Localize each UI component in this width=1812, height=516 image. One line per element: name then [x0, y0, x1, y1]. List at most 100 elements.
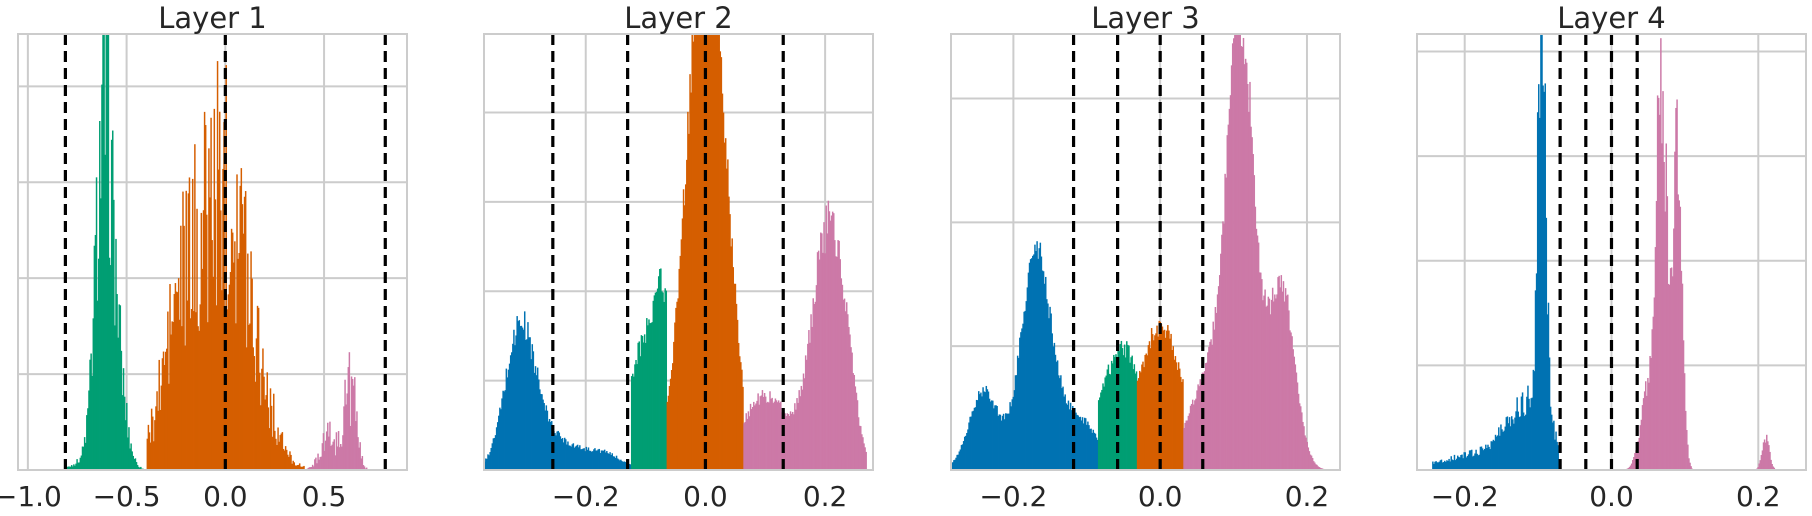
histogram-bar	[1174, 356, 1177, 470]
histogram-bar	[258, 372, 261, 470]
histogram-bar	[807, 343, 809, 470]
histogram-bar	[1458, 456, 1460, 470]
histogram-bar	[756, 400, 758, 470]
histogram-bar	[1532, 369, 1535, 470]
histogram-bar	[992, 400, 994, 470]
histogram-bar	[1647, 377, 1649, 470]
histogram-bar	[686, 159, 688, 470]
histogram-bar	[1498, 427, 1500, 470]
histogram-bar	[158, 359, 160, 470]
histogram-bar	[107, 34, 110, 470]
histogram-bar	[1045, 276, 1047, 470]
histogram-bar	[1632, 460, 1634, 470]
histogram-bar	[608, 453, 610, 470]
histogram-bar	[1760, 455, 1763, 470]
histogram-bar	[1099, 397, 1101, 470]
histogram-bar	[1011, 399, 1013, 470]
histogram-bar	[549, 421, 552, 470]
histogram-bar	[511, 352, 513, 470]
histogram-bar	[857, 417, 860, 470]
histogram-bar	[1683, 373, 1686, 470]
histogram-bar	[742, 386, 744, 470]
histogram-bar	[1170, 333, 1172, 470]
histogram-bar	[210, 117, 212, 470]
histogram-bar	[1052, 346, 1055, 470]
histogram-bar	[1270, 299, 1273, 470]
histogram-bar	[665, 290, 668, 470]
histogram-bar	[600, 450, 603, 470]
histogram-bar	[585, 446, 588, 470]
histogram-bar	[811, 326, 813, 470]
histogram-bar	[140, 466, 142, 470]
histogram-bar	[227, 294, 230, 470]
histogram-bar	[523, 311, 526, 470]
histogram-bar	[1055, 361, 1058, 470]
histogram-bar	[1150, 328, 1153, 470]
histogram-bar	[1529, 407, 1531, 470]
histogram-bar	[695, 34, 698, 470]
histogram-bar	[243, 196, 246, 471]
histogram-bar	[75, 463, 77, 470]
histogram-bar	[1003, 419, 1006, 470]
histogram-bar	[1221, 234, 1223, 470]
histogram-bar	[1467, 454, 1470, 470]
histogram-bar	[337, 431, 340, 470]
histogram-bar	[822, 252, 824, 470]
histogram-bar	[1639, 425, 1642, 470]
histogram-series	[666, 34, 744, 471]
histogram-bar	[325, 431, 328, 470]
x-tick-label: 0.0	[1589, 480, 1634, 513]
histogram-bar	[1256, 235, 1259, 470]
histogram-bar	[280, 433, 283, 470]
histogram-bar	[865, 451, 867, 470]
histogram-bar	[1522, 412, 1525, 470]
histogram-bar	[975, 399, 978, 470]
histogram-bar	[670, 370, 673, 470]
histogram-bar	[256, 305, 259, 470]
histogram-bar	[998, 414, 1001, 470]
histogram-bar	[336, 446, 339, 470]
histogram-bar	[1002, 413, 1005, 470]
histogram-bar	[190, 308, 193, 470]
histogram-bar	[820, 232, 822, 470]
histogram-bar	[1257, 242, 1260, 470]
histogram-bar	[334, 455, 337, 470]
histogram-bar	[239, 185, 241, 471]
panel-layer-1: −1.0 −0.5 0.0 0.5 Layer 1	[0, 1, 408, 513]
histogram-bar	[708, 34, 711, 470]
histogram-bar	[237, 258, 239, 470]
histogram-bar	[361, 456, 364, 470]
histogram-bar	[860, 426, 862, 470]
histogram-bar	[260, 405, 262, 470]
histogram-bar	[254, 381, 257, 470]
histogram-bar	[1217, 286, 1220, 470]
histogram-bar	[90, 353, 92, 470]
histogram-bar	[1446, 460, 1448, 470]
histogram-bar	[196, 208, 198, 470]
histogram-bar	[970, 416, 972, 470]
histogram-bar	[1663, 161, 1665, 471]
histogram-bar	[1531, 397, 1534, 470]
histogram-bar	[309, 467, 312, 470]
histogram-bar	[1311, 458, 1314, 470]
histogram-bar	[1488, 446, 1490, 470]
histogram-bar	[1768, 445, 1770, 470]
histogram-bar	[849, 334, 851, 470]
histogram-bar	[1674, 151, 1676, 470]
histogram-bar	[791, 411, 794, 470]
histogram-bar	[1076, 414, 1078, 470]
histogram-bar	[1771, 463, 1773, 470]
x-tick-label: 0.0	[1138, 480, 1183, 513]
histogram-bar	[1029, 259, 1032, 470]
histogram-bar	[688, 133, 690, 470]
histogram-bar	[252, 347, 254, 470]
histogram-bar	[808, 330, 810, 470]
histogram-bar	[1210, 339, 1212, 470]
histogram-bar	[1128, 345, 1130, 470]
histogram-bar	[766, 402, 768, 470]
histogram-bar	[486, 458, 488, 470]
histogram-bar	[1189, 405, 1192, 470]
histogram-bar	[1521, 392, 1524, 470]
histogram-bar	[701, 34, 703, 470]
histogram-bar	[77, 462, 79, 470]
